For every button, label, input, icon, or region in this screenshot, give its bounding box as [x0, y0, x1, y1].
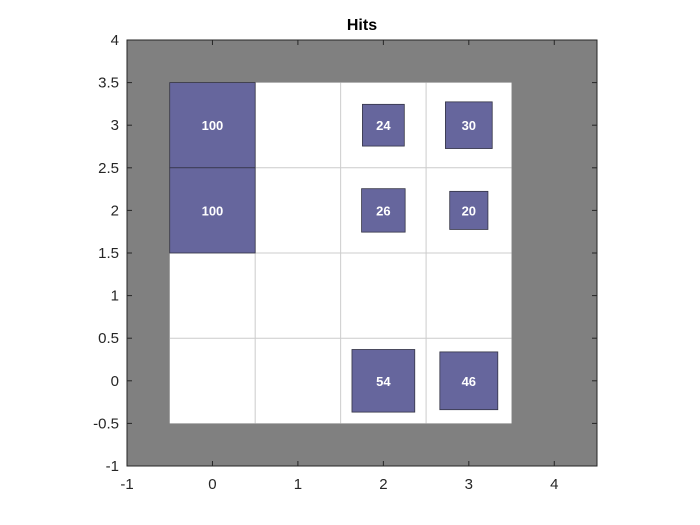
x-tick-label: -1	[120, 476, 133, 493]
hit-value-label: 54	[376, 374, 391, 389]
y-tick-label: 3	[111, 117, 119, 134]
y-tick-label: 0	[111, 373, 119, 390]
hit-cell	[351, 349, 416, 413]
x-tick-label: 0	[208, 476, 216, 493]
y-tick-label: 1.5	[98, 245, 119, 262]
hit-value-label: 20	[462, 203, 476, 218]
hit-markers: 100 24 30 100 26 20 54 46	[169, 82, 499, 413]
chart-title: Hits	[347, 17, 377, 34]
x-tick-label: 3	[465, 476, 473, 493]
y-tick-label: -1	[106, 458, 119, 475]
hit-cell	[445, 101, 493, 149]
hit-value-label: 30	[462, 118, 476, 133]
hit-cell	[361, 188, 406, 233]
hit-value-label: 46	[462, 374, 476, 389]
x-tick-label: 1	[294, 476, 302, 493]
y-tick-label: 2	[111, 202, 119, 219]
y-tick-label: 3.5	[98, 75, 119, 92]
hit-cell	[449, 190, 489, 230]
axes-frame	[126, 39, 598, 467]
hit-value-label: 26	[376, 203, 390, 218]
hit-cell	[362, 103, 405, 147]
y-tick-label: 0.5	[98, 330, 119, 347]
x-tick-label: 2	[379, 476, 387, 493]
y-tick-label: 2.5	[98, 160, 119, 177]
hit-cell	[169, 82, 256, 169]
hit-value-label: 24	[376, 118, 391, 133]
hit-value-label: 100	[202, 118, 224, 133]
hit-value-label: 100	[202, 203, 224, 218]
x-tick-label: 4	[550, 476, 558, 493]
tick-labels: -1 0 1 2 3 4 -1 -0.5 0 0.5 1 1.5 2 2.5 3 3.5 4	[93, 32, 558, 493]
hit-cell	[169, 167, 256, 254]
y-tick-label: 1	[111, 288, 119, 305]
y-tick-label: 4	[111, 32, 119, 49]
hit-cell	[439, 351, 499, 411]
y-tick-label: -0.5	[93, 415, 119, 432]
